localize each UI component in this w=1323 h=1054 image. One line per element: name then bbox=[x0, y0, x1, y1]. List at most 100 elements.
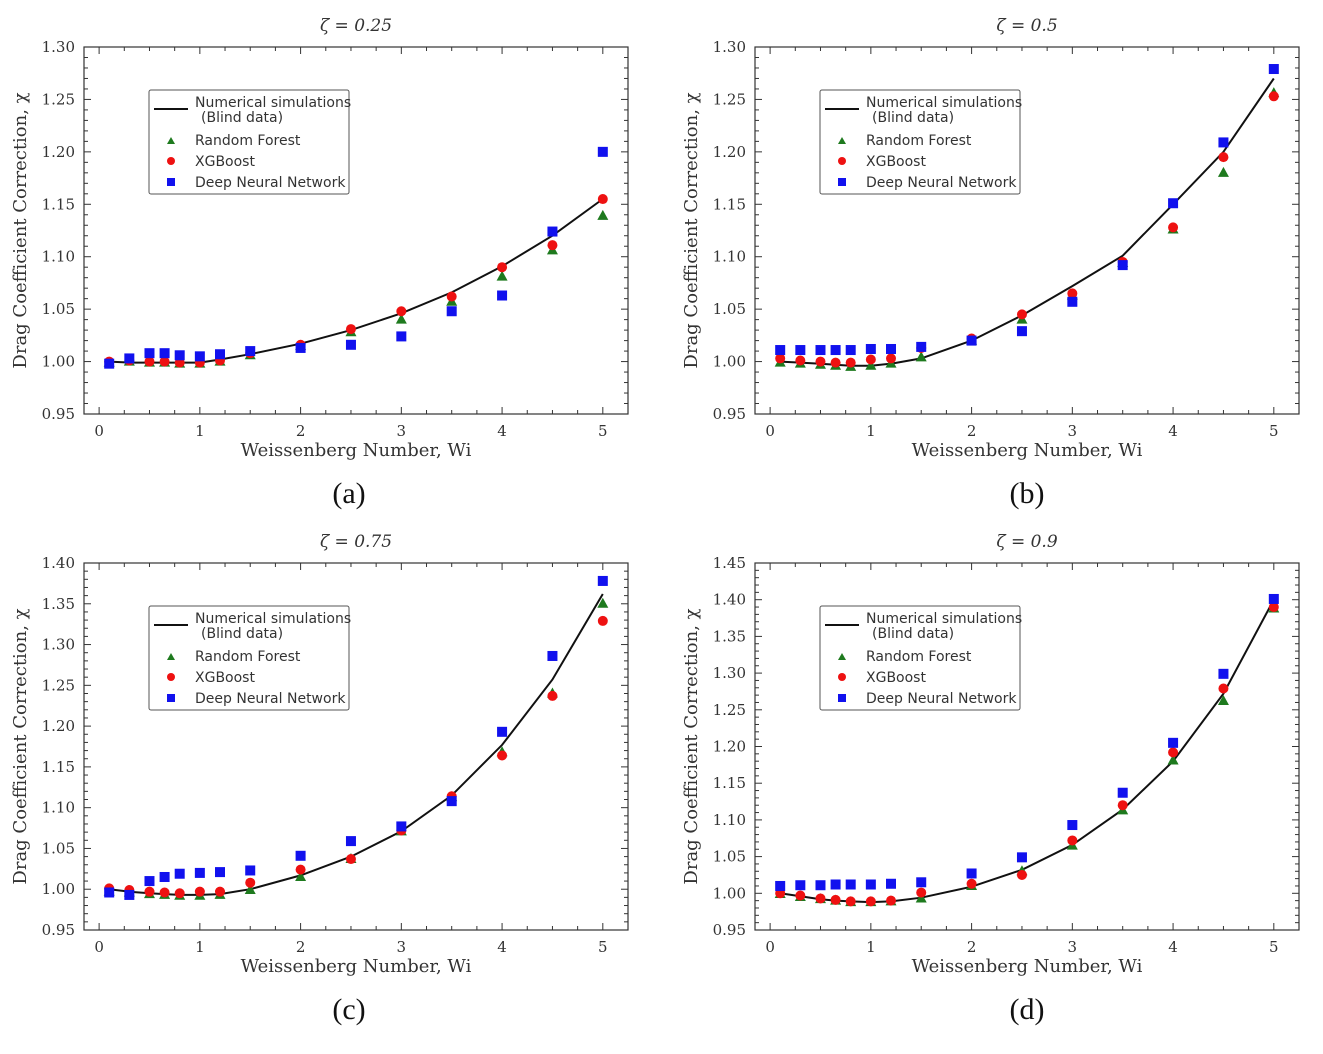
y-tick-label: 1.20 bbox=[42, 717, 75, 735]
dnn-point bbox=[1268, 593, 1279, 604]
y-tick-label: 1.45 bbox=[713, 554, 746, 572]
y-tick-label: 1.25 bbox=[42, 676, 75, 694]
xgb-point bbox=[865, 354, 876, 365]
dnn-point bbox=[1117, 260, 1128, 271]
legend-dnn-label: Deep Neural Network bbox=[195, 175, 346, 191]
x-axis-title: Weissenberg Number, Wi bbox=[912, 956, 1143, 977]
x-tick-label: 4 bbox=[1168, 938, 1178, 956]
xgb-point bbox=[845, 896, 856, 907]
xgb-point bbox=[396, 306, 407, 317]
x-tick-label: 2 bbox=[967, 938, 977, 956]
legend-rf-label: Random Forest bbox=[195, 649, 301, 665]
x-tick-label: 5 bbox=[1269, 422, 1279, 440]
x-tick-label: 4 bbox=[497, 938, 507, 956]
x-tick-label: 0 bbox=[94, 422, 104, 440]
dnn-point bbox=[1016, 326, 1027, 337]
x-tick-label: 5 bbox=[1269, 938, 1279, 956]
y-tick-label: 1.30 bbox=[713, 664, 746, 682]
y-tick-label: 1.35 bbox=[713, 627, 746, 645]
x-tick-label: 1 bbox=[195, 422, 205, 440]
legend: Numerical simulations(Blind data) Random … bbox=[819, 89, 1022, 195]
dnn-point bbox=[865, 879, 876, 890]
y-tick-label: 1.15 bbox=[713, 774, 746, 792]
legend-rf-swatch bbox=[838, 137, 846, 144]
y-tick-label: 1.05 bbox=[713, 300, 746, 318]
dnn-point bbox=[446, 306, 457, 317]
rf-point bbox=[1217, 694, 1229, 705]
legend-dnn-label: Deep Neural Network bbox=[195, 691, 346, 707]
dnn-point bbox=[295, 342, 306, 353]
legend-numerical-label: Numerical simulations bbox=[195, 95, 351, 111]
y-tick-label: 1.15 bbox=[42, 758, 75, 776]
dnn-point bbox=[547, 226, 558, 237]
x-tick-label: 5 bbox=[598, 938, 608, 956]
xgb-point bbox=[1268, 602, 1279, 613]
dnn-point bbox=[104, 887, 115, 898]
xgb-point bbox=[245, 877, 256, 888]
xgb-point bbox=[1218, 152, 1229, 163]
legend-xgb-swatch bbox=[838, 157, 846, 165]
xgb-point bbox=[497, 262, 508, 273]
y-tick-label: 1.00 bbox=[713, 353, 746, 371]
legend-rf-swatch bbox=[167, 137, 175, 144]
y-tick-label: 1.20 bbox=[713, 143, 746, 161]
xgb-point bbox=[845, 357, 856, 368]
xgb-point bbox=[345, 854, 356, 865]
xgb-point bbox=[1268, 91, 1279, 102]
legend-box bbox=[819, 605, 1021, 711]
dnn-point bbox=[124, 353, 135, 364]
y-tick-label: 1.10 bbox=[713, 811, 746, 829]
panel-title: ζ = 0.25 bbox=[320, 16, 392, 36]
dnn-point bbox=[1067, 296, 1078, 307]
x-tick-label: 2 bbox=[296, 422, 306, 440]
y-tick-label: 1.00 bbox=[713, 884, 746, 902]
xgb-point bbox=[159, 887, 170, 898]
dnn-point bbox=[597, 575, 608, 586]
legend-dnn-swatch bbox=[167, 694, 175, 702]
xgb-point bbox=[547, 240, 558, 251]
dnn-point bbox=[144, 876, 155, 887]
legend-numerical-sublabel: (Blind data) bbox=[872, 626, 954, 642]
dnn-point bbox=[1168, 198, 1179, 209]
y-tick-label: 1.05 bbox=[42, 839, 75, 857]
legend-dnn-swatch bbox=[838, 178, 846, 186]
xgb-point bbox=[916, 887, 927, 898]
xgb-point bbox=[966, 878, 977, 889]
dnn-point bbox=[245, 346, 256, 357]
plot-frame bbox=[754, 46, 1300, 415]
legend-rf-label: Random Forest bbox=[866, 649, 972, 665]
rf-point bbox=[915, 351, 927, 362]
legend-box bbox=[148, 605, 350, 711]
y-tick-label: 1.00 bbox=[42, 353, 75, 371]
panel-tag: (b) bbox=[1010, 477, 1045, 510]
y-tick-label: 1.05 bbox=[713, 848, 746, 866]
y-tick-label: 1.35 bbox=[42, 595, 75, 613]
x-tick-label: 5 bbox=[598, 422, 608, 440]
dnn-point bbox=[497, 726, 508, 737]
x-tick-label: 3 bbox=[397, 938, 407, 956]
y-tick-label: 1.10 bbox=[42, 248, 75, 266]
dnn-point bbox=[1218, 668, 1229, 679]
xgb-point bbox=[886, 895, 896, 906]
y-axis-title: Drag Coefficient Correction, χ bbox=[681, 608, 702, 884]
legend: Numerical simulations(Blind data) Random … bbox=[819, 605, 1022, 711]
y-axis-title: Drag Coefficient Correction, χ bbox=[10, 92, 31, 368]
rf-point bbox=[1167, 754, 1179, 765]
panel-a: ζ = 0.25 0 1 2 3 4 5 0.95 1.00 1.05 1.10 1.15 1.20 1.… bbox=[10, 16, 629, 510]
legend-dnn-label: Deep Neural Network bbox=[866, 175, 1017, 191]
dnn-point bbox=[159, 348, 170, 359]
x-axis-title: Weissenberg Number, Wi bbox=[912, 440, 1143, 461]
x-tick-label: 3 bbox=[1068, 938, 1078, 956]
dnn-point bbox=[775, 880, 786, 891]
y-tick-label: 1.40 bbox=[42, 554, 75, 572]
xgb-point bbox=[1117, 800, 1128, 811]
legend-numerical-label: Numerical simulations bbox=[866, 611, 1022, 627]
xgb-point bbox=[1067, 288, 1078, 299]
xgb-point bbox=[446, 291, 457, 302]
dnn-point bbox=[1268, 64, 1279, 75]
xgb-point bbox=[815, 356, 826, 367]
dnn-point bbox=[886, 343, 896, 354]
dnn-point bbox=[159, 871, 170, 882]
x-tick-label: 0 bbox=[765, 422, 775, 440]
